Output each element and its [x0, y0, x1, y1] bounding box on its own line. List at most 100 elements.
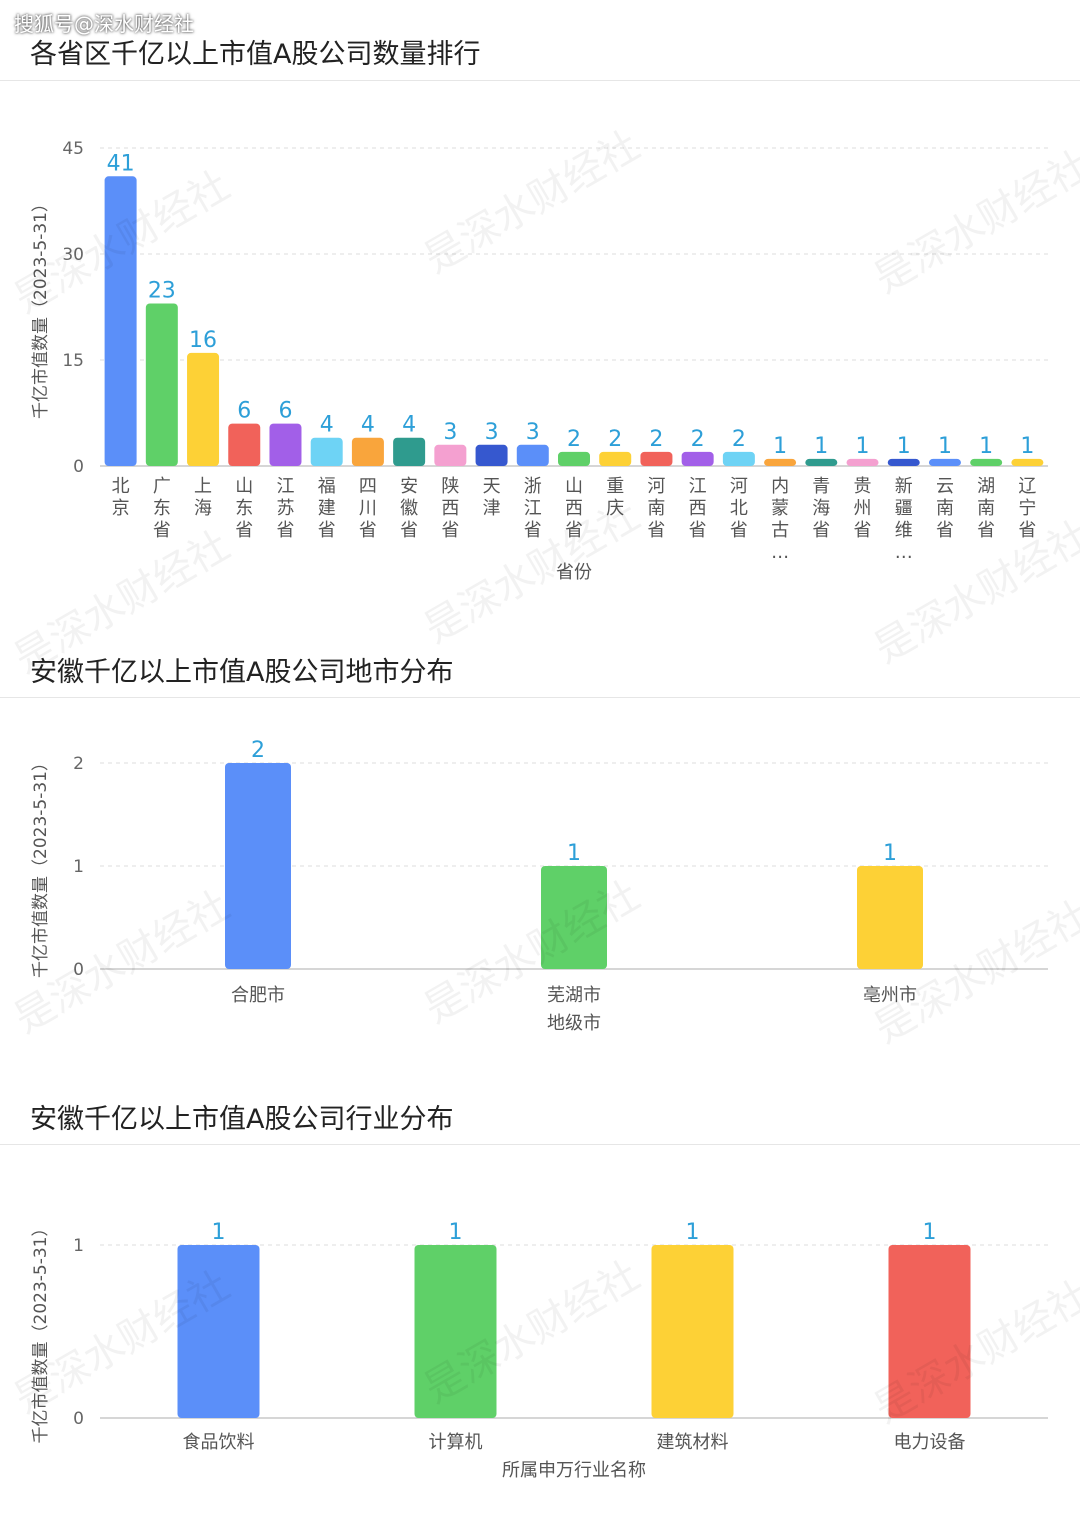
- province-bar-chart: 0153045千亿市值数量（2023-5-31）41北京23广东省16上海6山东…: [31, 139, 1048, 583]
- x-tick-label: 云南省: [936, 476, 954, 541]
- x-tick-label: 贵州省: [854, 476, 872, 541]
- bar: [187, 352, 220, 466]
- industry-bar-chart: 0 1 千亿市值数量（2023-5-31） 1 食品饮料 1 计算机 1 建筑材料 1 电力设备所属…: [31, 1220, 1048, 1481]
- x-tick-label: 建筑材料: [657, 1432, 729, 1453]
- data-label: 2: [649, 427, 663, 452]
- bar: [599, 451, 632, 466]
- y-tick-label: 1: [73, 1236, 84, 1256]
- data-label: 1: [883, 841, 897, 866]
- x-tick-label: 福建省: [318, 476, 336, 541]
- bar: [269, 423, 302, 466]
- bar: [310, 437, 343, 466]
- y-tick-label: 15: [62, 351, 84, 371]
- x-axis-label: 省份: [556, 562, 592, 583]
- bar: [846, 458, 879, 466]
- data-label: 2: [567, 427, 581, 452]
- x-tick-label: 电力设备: [894, 1432, 966, 1453]
- data-label: 1: [773, 434, 787, 459]
- bar: [225, 763, 291, 969]
- chart-2-title: 安徽千亿以上市值A股公司地市分布: [30, 657, 454, 688]
- chart-1-title: 各省区千亿以上市值A股公司数量排行: [30, 39, 481, 70]
- bar: [177, 1245, 260, 1418]
- data-label: 1: [449, 1220, 463, 1245]
- x-tick-label: 广东省: [153, 476, 171, 541]
- x-tick-label: 江苏省: [276, 476, 294, 541]
- x-tick-label: 湖南省: [977, 476, 995, 541]
- bar: [1011, 458, 1044, 466]
- x-tick-label: 江西省: [689, 476, 707, 541]
- y-tick-label: 1: [73, 857, 84, 877]
- bar: [145, 303, 178, 466]
- x-tick-label: 安徽省: [400, 476, 418, 541]
- y-tick-label: 2: [73, 754, 84, 774]
- data-label: 1: [897, 434, 911, 459]
- data-label: 4: [320, 413, 334, 438]
- y-tick-label: 0: [73, 457, 84, 477]
- x-tick-label: 芜湖市: [547, 985, 601, 1006]
- data-label: 16: [189, 328, 217, 353]
- x-tick-label: 计算机: [429, 1432, 483, 1453]
- data-label: 3: [485, 420, 499, 445]
- data-label: 1: [686, 1220, 700, 1245]
- x-tick-label: 陕西省: [441, 476, 459, 541]
- bar: [393, 437, 426, 466]
- x-tick-label: 河北省: [730, 476, 748, 541]
- x-tick-label: 合肥市: [231, 985, 285, 1006]
- data-label: 1: [814, 434, 828, 459]
- x-tick-label: 浙江省: [524, 476, 542, 541]
- x-tick-label: 河南省: [647, 476, 665, 541]
- x-tick-label: 青海省: [812, 476, 830, 541]
- x-tick-label: 北京: [112, 476, 130, 519]
- x-tick-label: 食品饮料: [183, 1432, 255, 1453]
- x-tick-label: 四川省: [359, 476, 377, 541]
- data-label: 6: [237, 399, 251, 424]
- chart-2-divider: [0, 697, 1080, 698]
- data-label: 1: [856, 434, 870, 459]
- data-label: 41: [107, 151, 135, 176]
- bar: [857, 866, 923, 969]
- x-tick-label: 新疆维…: [895, 476, 913, 563]
- source-watermark: 搜狐号@深水财经社: [14, 12, 194, 36]
- data-label: 1: [938, 434, 952, 459]
- bar: [681, 451, 714, 466]
- x-axis-label: 地级市: [547, 1013, 601, 1034]
- data-label: 1: [979, 434, 993, 459]
- data-label: 3: [526, 420, 540, 445]
- data-label: 23: [148, 278, 176, 303]
- data-label: 2: [251, 738, 265, 763]
- bar: [888, 1245, 971, 1418]
- data-label: 2: [691, 427, 705, 452]
- x-axis-label: 所属申万行业名称: [502, 1460, 646, 1481]
- x-tick-label: 重庆: [606, 476, 624, 519]
- chart-3-title: 安徽千亿以上市值A股公司行业分布: [30, 1104, 454, 1135]
- x-tick-label: 内蒙古…: [771, 476, 789, 563]
- bar: [928, 458, 961, 466]
- bar: [541, 866, 607, 969]
- x-tick-label: 辽宁省: [1018, 476, 1036, 541]
- y-tick-label: 0: [73, 960, 84, 980]
- bar: [104, 176, 137, 466]
- data-label: 4: [402, 413, 416, 438]
- bar: [558, 451, 590, 466]
- bar: [651, 1245, 734, 1418]
- bar: [414, 1245, 497, 1418]
- data-label: 2: [608, 427, 622, 452]
- bar: [970, 458, 1003, 466]
- x-tick-label: 亳州市: [863, 985, 917, 1006]
- chart-3-divider: [0, 1144, 1080, 1145]
- y-axis-label: 千亿市值数量（2023-5-31）: [31, 1220, 51, 1444]
- y-axis-label: 千亿市值数量（2023-5-31）: [31, 195, 51, 419]
- bar: [434, 444, 467, 466]
- data-label: 1: [212, 1220, 226, 1245]
- x-tick-label: 天津: [483, 476, 501, 519]
- chart-1-divider: [0, 80, 1080, 81]
- x-tick-label: 上海: [194, 476, 212, 519]
- bar: [887, 458, 920, 466]
- y-tick-label: 0: [73, 1409, 84, 1429]
- bar: [722, 451, 755, 466]
- y-tick-label: 45: [62, 139, 84, 159]
- bar: [640, 451, 673, 466]
- bar: [351, 437, 384, 466]
- y-tick-label: 30: [62, 245, 84, 265]
